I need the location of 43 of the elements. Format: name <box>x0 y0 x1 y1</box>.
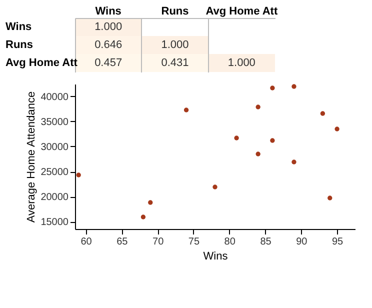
point <box>334 126 340 132</box>
y-tick-label: 15000 <box>40 217 69 228</box>
x-axis-title: Wins <box>203 250 228 262</box>
data-label: 0.646 <box>94 39 122 51</box>
x-tick-label: 75 <box>188 236 200 248</box>
y-tick-label: Runs <box>6 39 33 51</box>
x-tick-label: Avg Home Att <box>206 6 278 18</box>
y-tick-label: 25000 <box>40 167 69 178</box>
point <box>270 138 275 143</box>
data-label: 1.000 <box>94 21 122 33</box>
y-tick-label: 20000 <box>40 192 69 203</box>
x-tick-label: Wins <box>95 6 122 18</box>
data-label: 0.431 <box>161 57 189 69</box>
point <box>234 136 239 140</box>
point <box>292 160 296 164</box>
point <box>212 184 218 190</box>
x-tick-label: 60 <box>80 236 92 248</box>
point <box>76 172 81 178</box>
data-label: 1.000 <box>161 39 189 51</box>
point <box>328 196 332 200</box>
point <box>270 86 275 90</box>
point <box>256 104 260 110</box>
point <box>320 111 326 116</box>
x-tick-label: 70 <box>152 236 164 248</box>
y-tick-label: 30000 <box>40 142 69 153</box>
point <box>256 152 260 156</box>
x-tick-label: 95 <box>332 236 344 248</box>
point <box>292 84 296 89</box>
y-tick-label: 40000 <box>40 92 69 103</box>
y-axis-title: Average Home Attendance <box>26 91 38 223</box>
x-tick-label: Runs <box>161 6 189 18</box>
point <box>148 200 153 205</box>
point <box>140 214 146 220</box>
x-tick-label: 90 <box>296 236 308 248</box>
y-tick-label: Avg Home Att <box>6 57 78 69</box>
x-tick-label: 80 <box>224 236 236 248</box>
data-label: 0.457 <box>94 57 122 69</box>
data-label: 1.000 <box>228 57 256 69</box>
y-tick-label: Wins <box>6 21 32 33</box>
point <box>184 108 189 112</box>
x-tick-label: 85 <box>260 236 272 248</box>
y-tick-label: 35000 <box>40 117 69 128</box>
x-tick-label: 65 <box>116 236 128 248</box>
